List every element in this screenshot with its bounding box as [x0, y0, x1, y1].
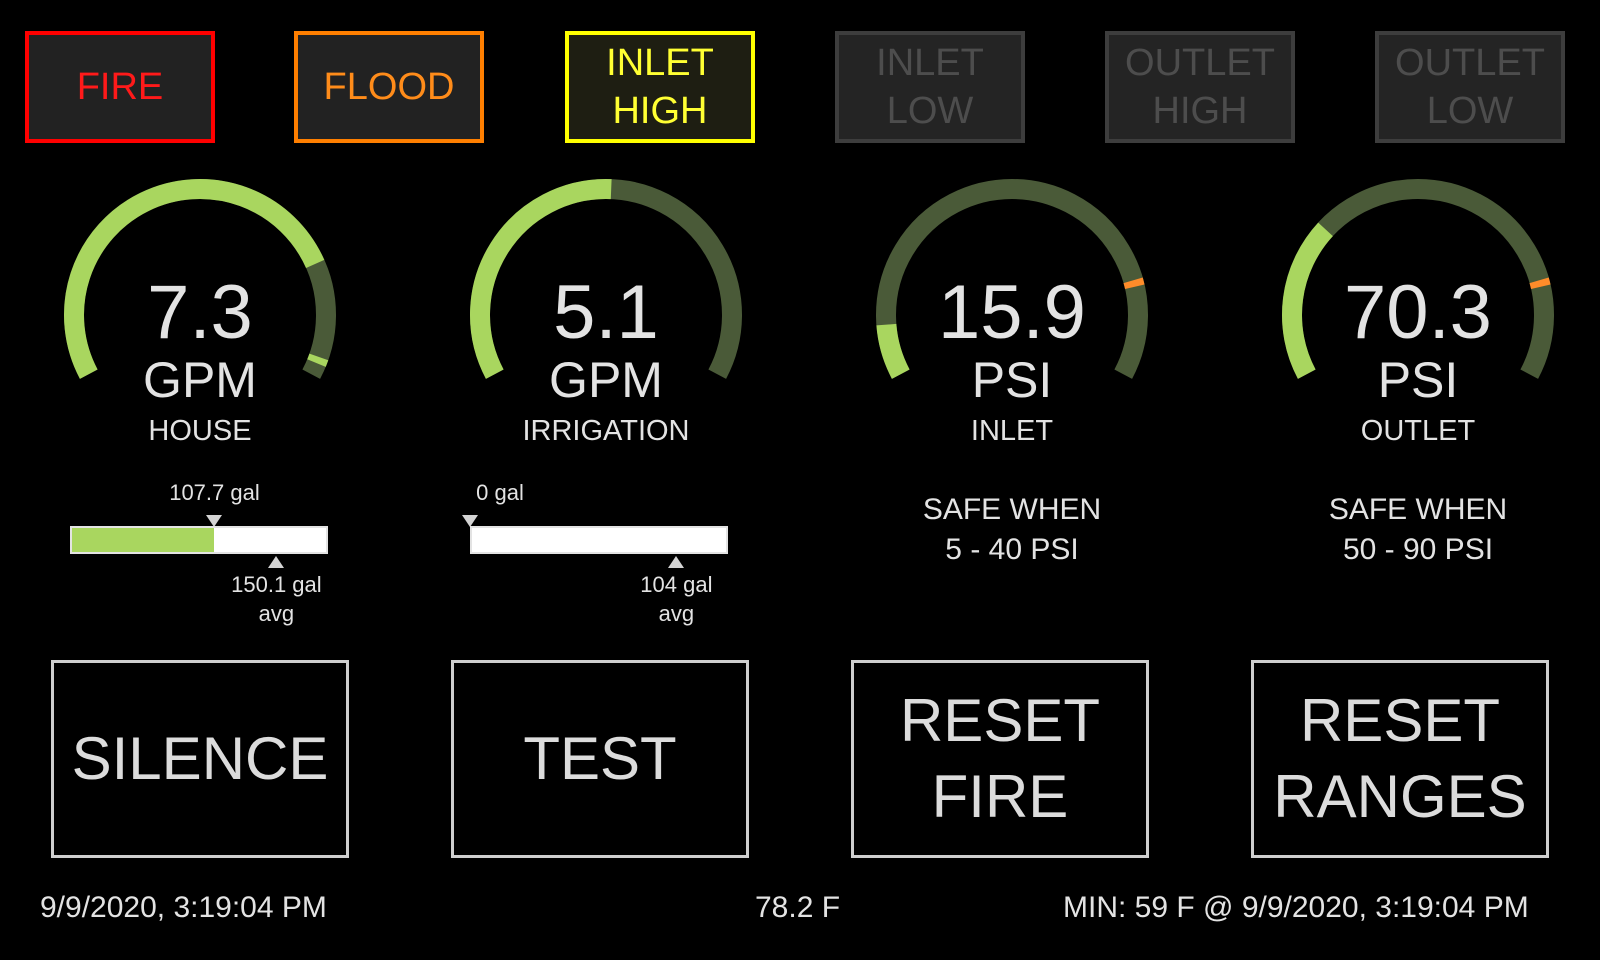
safe-range-outlet: SAFE WHEN 50 - 90 PSI: [1328, 493, 1508, 566]
gauge-inlet-label: INLET: [970, 415, 1054, 447]
gauge-irrigation-fill: [470, 179, 612, 379]
gauge-irrigation-unit: GPM: [549, 352, 663, 408]
footer-min-temperature: MIN: 59 F @ 9/9/2020, 3:19:04 PM: [1063, 891, 1529, 924]
gauge-outlet-unit: PSI: [1377, 352, 1459, 408]
alarm-fire: FIRE: [25, 31, 215, 143]
reset-fire-button[interactable]: RESET FIRE: [851, 660, 1149, 858]
gauge-inlet-arc: [876, 179, 1148, 379]
usage-house-current: 107.7 gal: [169, 480, 260, 505]
gauge-house-marker: [307, 353, 329, 367]
gauge-inlet-unit: PSI: [971, 352, 1053, 408]
gauge-outlet-fill: [1282, 222, 1334, 379]
gauge-outlet-marker: [1529, 277, 1551, 290]
alarm-outlet-high-label: OUTLET HIGH: [1125, 42, 1275, 132]
silence-button[interactable]: SILENCE: [51, 660, 349, 858]
safe-range-inlet: SAFE WHEN 5 - 40 PSI: [922, 493, 1102, 566]
gauge-house-arc: [64, 179, 336, 379]
usage-irrigation-avg-marker: [668, 556, 685, 568]
gauge-irrigation: 5.1 GPM IRRIGATION: [456, 175, 756, 465]
gauge-outlet-arc: [1282, 179, 1554, 379]
alarm-inlet-high-label: INLET HIGH: [606, 42, 714, 132]
alarm-outlet-high: OUTLET HIGH: [1105, 31, 1295, 143]
gauge-house-value: 7.3: [147, 270, 253, 355]
gauge-house-fill: [64, 179, 325, 379]
gauge-outlet-label: OUTLET: [1360, 415, 1476, 447]
gauge-outlet-value: 70.3: [1344, 270, 1492, 355]
gauge-house: 7.3 GPM HOUSE: [50, 175, 350, 465]
gauge-house-unit: GPM: [143, 352, 257, 408]
gauge-inlet-value: 15.9: [938, 270, 1086, 355]
gauge-inlet-fill: [876, 323, 910, 379]
alarm-flood: FLOOD: [294, 31, 484, 143]
gauge-outlet: 70.3 PSI OUTLET: [1268, 175, 1568, 465]
alarm-outlet-low-label: OUTLET LOW: [1395, 42, 1545, 132]
alarm-inlet-low: INLET LOW: [835, 31, 1025, 143]
usage-irrigation-average: 104 gal avg: [640, 572, 713, 626]
reset-ranges-button[interactable]: RESET RANGES: [1251, 660, 1549, 858]
usage-house-current-marker: [206, 515, 223, 527]
footer-temperature: 78.2 F: [755, 891, 841, 924]
footer-datetime: 9/9/2020, 3:19:04 PM: [40, 891, 327, 924]
test-button[interactable]: TEST: [451, 660, 749, 858]
usage-house-fill: [72, 528, 215, 552]
usage-house-bar: [70, 526, 328, 554]
usage-irrigation-current-marker: [462, 515, 478, 527]
usage-house-average: 150.1 gal avg: [231, 572, 322, 626]
alarm-outlet-low: OUTLET LOW: [1375, 31, 1565, 143]
usage-irrigation: 0 gal 104 gal avg: [460, 478, 780, 628]
gauge-irrigation-arc: [470, 179, 742, 379]
gauge-inlet-marker: [1123, 277, 1145, 290]
usage-house-avg-marker: [268, 556, 285, 568]
alarm-inlet-low-label: INLET LOW: [876, 42, 984, 132]
gauge-irrigation-label: IRRIGATION: [522, 415, 690, 447]
gauge-house-label: HOUSE: [148, 415, 252, 447]
gauge-inlet: 15.9 PSI INLET: [862, 175, 1162, 465]
usage-irrigation-bar: [470, 526, 728, 554]
gauge-irrigation-value: 5.1: [553, 270, 659, 355]
gauge-inlet-track: [876, 179, 1148, 379]
alarm-flood-label: FLOOD: [323, 66, 455, 108]
usage-house: 107.7 gal 150.1 gal avg: [60, 478, 380, 628]
alarm-fire-label: FIRE: [76, 66, 164, 108]
alarm-inlet-high: INLET HIGH: [565, 31, 755, 143]
usage-irrigation-current: 0 gal: [476, 480, 524, 505]
